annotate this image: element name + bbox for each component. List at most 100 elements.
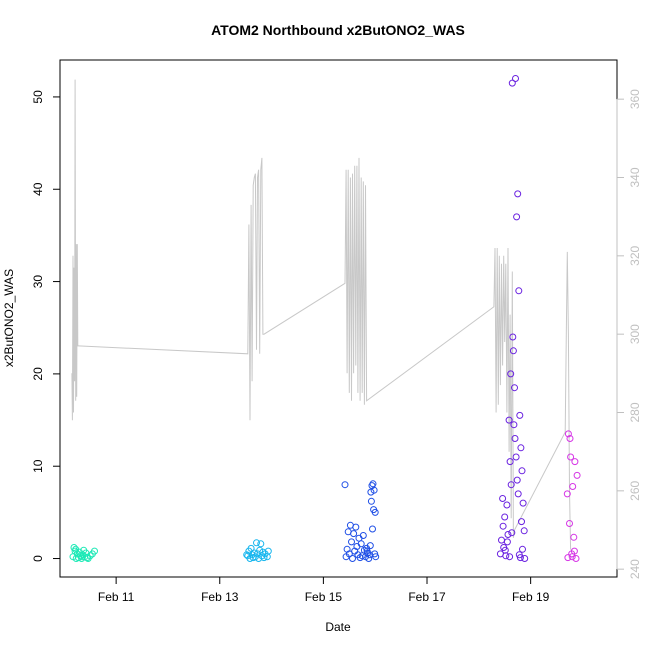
data-point [511,384,518,392]
data-point [512,453,520,461]
y-axis-label: x2ButONO2_WAS [2,269,16,367]
data-point [72,545,80,553]
data-point [518,467,526,475]
plot-frame [59,59,618,578]
y2-tick-label: 280 [628,402,642,422]
data-point [367,497,375,505]
data-point [519,545,526,553]
data-point [366,542,374,550]
data-point [499,495,507,502]
y2-tick-label: 340 [628,167,642,187]
data-point [516,554,524,562]
data-point [499,522,507,530]
y-tick-label: 20 [31,367,45,381]
data-point [564,430,572,438]
y2-axis: 240 260 280 300 320 340 360 [616,89,642,579]
data-point [372,553,380,561]
data-point [509,347,517,355]
data-point [573,471,581,479]
scatter-series-4 [496,75,529,562]
chart-title: ATOM2 Northbound x2ButONO2_WAS [211,22,465,38]
data-point [507,481,515,489]
data-point [369,525,376,533]
data-point [370,486,378,494]
data-point [570,533,578,541]
data-point [513,213,521,221]
data-point [264,547,272,555]
data-point [567,453,575,461]
data-point [501,513,509,521]
data-point [505,416,513,424]
data-point [563,490,571,498]
data-point [514,190,522,198]
y-axis: 0 10 20 30 40 50 [31,90,61,562]
secondary-series-line [71,79,572,550]
data-point [341,481,349,489]
data-point [70,544,78,551]
data-point [570,547,578,555]
y-tick-label: 10 [31,459,45,473]
secondary-line-layer [71,79,572,550]
data-point [260,554,268,562]
data-point [521,555,529,562]
data-point [510,421,518,429]
data-point [569,483,577,490]
data-point [359,532,367,539]
x-tick-label: Feb 15 [305,590,343,604]
data-point [571,458,579,466]
data-point [511,435,519,442]
data-point [506,553,514,561]
x-tick-label: Feb 11 [98,590,135,604]
scatter-series-2 [243,539,272,562]
data-point [517,444,525,452]
x-axis: Feb 11 Feb 13 Feb 15 Feb 17 Feb 19 [98,576,550,604]
y-tick-label: 30 [31,275,45,289]
data-point [514,490,522,498]
data-point [513,476,521,484]
data-point [509,333,517,341]
data-point [247,544,255,552]
data-point [365,555,373,562]
y-tick-label: 0 [31,555,45,562]
y-tick-label: 40 [31,182,45,196]
data-point [369,480,377,488]
y2-tick-label: 300 [628,324,642,344]
data-point [504,531,512,538]
scatter-series-1 [69,544,98,562]
data-point [508,79,516,87]
x-tick-label: Feb 13 [201,590,239,604]
data-point [243,551,251,559]
scatter-series-3 [341,480,380,562]
data-point [520,527,528,535]
data-point [518,518,525,526]
data-point [78,553,86,561]
data-point [516,411,524,419]
data-point [512,75,519,82]
x-axis-label: Date [325,620,351,634]
points-layer [69,75,581,562]
y2-tick-label: 360 [628,89,642,109]
data-point [572,555,580,562]
data-point [370,506,378,514]
y2-tick-label: 320 [628,246,642,266]
data-point [519,499,527,507]
data-point [348,538,355,546]
data-point [350,530,358,538]
data-point [250,549,258,557]
x-tick-label: Feb 17 [408,590,446,604]
data-point [345,550,353,558]
y-tick-label: 50 [31,90,45,104]
data-point [498,536,505,544]
data-point [503,538,511,546]
data-point [515,287,523,295]
scatter-series-5 [563,430,581,562]
data-point [363,547,371,555]
data-point [501,546,509,554]
data-point [507,370,515,378]
x-tick-label: Feb 19 [512,590,550,604]
y2-tick-label: 240 [628,559,642,579]
data-point [503,501,511,509]
data-point [508,529,516,537]
data-point [506,458,514,466]
